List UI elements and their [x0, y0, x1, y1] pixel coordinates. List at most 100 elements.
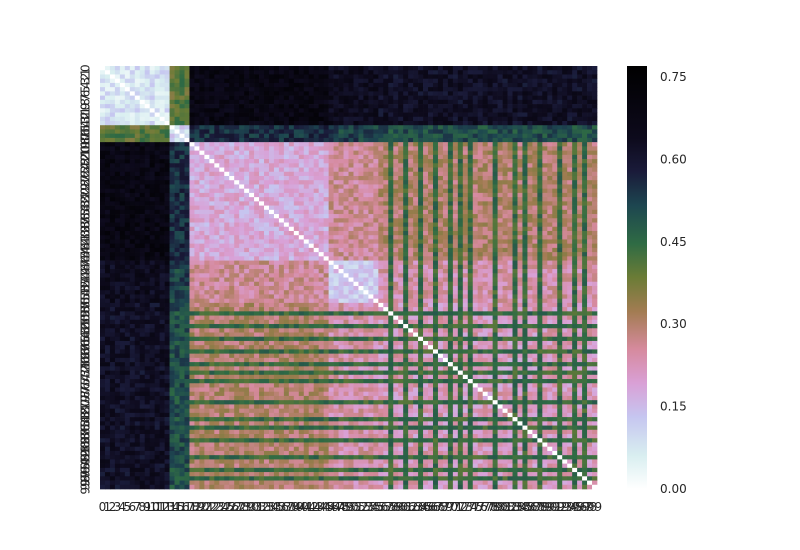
heatmap-cell: [214, 70, 220, 75]
heatmap-cell: [264, 74, 270, 80]
heatmap-cell: [164, 104, 170, 109]
heatmap-cell: [318, 188, 324, 194]
heatmap-cell: [403, 95, 409, 101]
heatmap-cell: [328, 154, 334, 160]
heatmap-cell: [462, 95, 469, 101]
heatmap-cell: [487, 209, 493, 215]
heatmap-cell: [403, 222, 409, 228]
heatmap-cell: [577, 142, 583, 147]
heatmap-cell: [254, 99, 260, 105]
heatmap-cell: [522, 78, 528, 84]
heatmap-cell: [313, 154, 320, 160]
heatmap-cell: [527, 260, 533, 266]
heatmap-cell: [457, 66, 464, 71]
heatmap-cell: [403, 146, 409, 151]
heatmap-cell: [169, 104, 175, 109]
heatmap-cell: [164, 125, 170, 130]
heatmap-cell: [159, 146, 165, 151]
heatmap-cell: [512, 222, 518, 228]
heatmap-cell: [234, 201, 240, 206]
heatmap-cell: [184, 264, 190, 270]
heatmap-cell: [174, 205, 180, 211]
heatmap-cell: [144, 235, 151, 240]
heatmap-cell: [348, 214, 354, 219]
heatmap-cell: [423, 218, 429, 223]
heatmap-cell: [537, 218, 543, 223]
heatmap-cell: [587, 201, 593, 206]
heatmap-cell: [273, 252, 280, 257]
heatmap-cell: [264, 112, 270, 118]
heatmap-cell: [254, 188, 260, 194]
heatmap-cell: [428, 184, 434, 190]
heatmap-cell: [348, 125, 354, 130]
heatmap-cell: [338, 171, 344, 177]
heatmap-cell: [343, 188, 349, 194]
heatmap-cell: [293, 104, 300, 109]
heatmap-cell: [487, 273, 493, 278]
heatmap-cell: [418, 91, 424, 96]
heatmap-cell: [358, 184, 364, 190]
heatmap-cell: [100, 116, 106, 122]
heatmap-cell: [199, 91, 205, 96]
heatmap-cell: [577, 269, 583, 274]
heatmap-cell: [308, 175, 315, 181]
heatmap-cell: [179, 133, 185, 139]
heatmap-cell: [398, 222, 404, 228]
heatmap-cell: [363, 120, 369, 126]
heatmap-cell: [368, 95, 374, 101]
heatmap-cell: [199, 197, 205, 202]
heatmap-cell: [119, 205, 126, 211]
heatmap-cell: [104, 112, 111, 118]
heatmap-cell: [214, 260, 220, 266]
heatmap-cell: [199, 273, 205, 278]
heatmap-cell: [209, 264, 215, 270]
heatmap-cell: [328, 146, 334, 151]
heatmap-cell: [174, 214, 180, 219]
heatmap-cell: [308, 239, 315, 245]
heatmap-cell: [244, 120, 250, 126]
heatmap-cell: [442, 120, 449, 126]
heatmap-cell: [393, 154, 399, 160]
heatmap-cell: [338, 95, 344, 101]
heatmap-cell: [249, 214, 255, 219]
heatmap-cell: [189, 252, 195, 257]
heatmap-cell: [288, 150, 295, 156]
heatmap-cell: [373, 273, 379, 278]
heatmap-cell: [283, 264, 290, 270]
heatmap-cell: [462, 235, 469, 240]
heatmap-cell: [482, 235, 489, 240]
heatmap-cell: [482, 104, 489, 109]
heatmap-cell: [368, 87, 374, 92]
heatmap-cell: [338, 104, 344, 109]
heatmap-cell: [572, 239, 578, 245]
heatmap-cell: [477, 260, 484, 266]
heatmap-cell: [283, 142, 290, 147]
heatmap-cell: [169, 66, 175, 71]
heatmap-cell: [234, 133, 240, 139]
heatmap-cell: [437, 175, 444, 181]
heatmap-cell: [273, 82, 280, 88]
heatmap-cell: [288, 175, 295, 181]
heatmap-cell: [482, 256, 489, 261]
heatmap-cell: [428, 192, 434, 198]
heatmap-cell: [288, 74, 295, 80]
heatmap-cell: [398, 230, 404, 236]
heatmap-cell: [373, 201, 379, 206]
heatmap-cell: [303, 163, 310, 168]
heatmap-cell: [562, 116, 568, 122]
heatmap-cell: [259, 91, 265, 96]
heatmap-cell: [184, 201, 190, 206]
heatmap-cell: [249, 256, 255, 261]
heatmap-cell: [259, 171, 265, 177]
heatmap-cell: [363, 167, 369, 173]
heatmap-cell: [582, 129, 588, 135]
heatmap-cell: [507, 205, 513, 211]
heatmap-cell: [462, 188, 469, 194]
heatmap-cell: [378, 247, 384, 253]
heatmap-cell: [179, 163, 185, 168]
heatmap-cell: [532, 146, 538, 151]
heatmap-cell: [587, 112, 593, 118]
heatmap-cell: [477, 137, 484, 143]
heatmap-cell: [368, 218, 374, 223]
heatmap-cell: [273, 243, 280, 249]
